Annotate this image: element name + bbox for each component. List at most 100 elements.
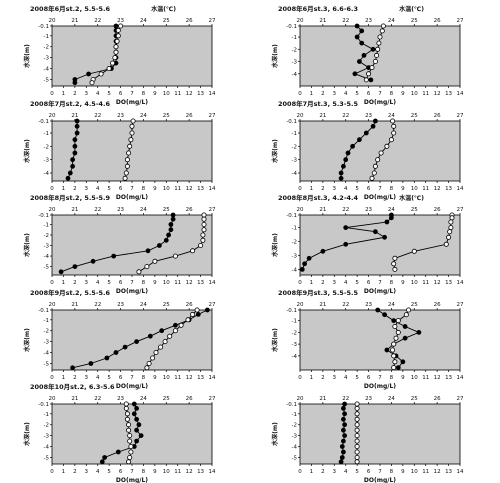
- top-tick-label: 25: [163, 302, 170, 308]
- top-tick-label: 21: [71, 18, 78, 24]
- data-point-filled: [340, 405, 346, 411]
- data-point-open: [443, 241, 449, 247]
- top-tick-label: 25: [163, 18, 170, 24]
- bottom-tick-label: 11: [174, 186, 181, 192]
- bottom-tick-label: 11: [422, 469, 429, 475]
- bottom-tick-label: 8: [390, 186, 394, 192]
- y-axis-title: 水深(m): [271, 233, 279, 257]
- top-tick-label: 27: [457, 18, 464, 24]
- bottom-tick-label: 1: [62, 280, 66, 286]
- y-tick-label: -2: [44, 423, 49, 429]
- y-tick-label: -3: [292, 434, 298, 440]
- y-tick-label: -1: [292, 319, 297, 325]
- y-tick-label: -3: [44, 340, 50, 346]
- bottom-tick-label: 9: [401, 186, 405, 192]
- data-point-open: [354, 433, 360, 439]
- data-point-open: [411, 248, 417, 254]
- data-point-open: [127, 433, 133, 439]
- data-point-filled: [74, 123, 80, 129]
- bottom-tick-label: 2: [73, 375, 77, 381]
- data-point-filled: [113, 350, 119, 355]
- bottom-tick-label: 10: [411, 91, 418, 97]
- y-tick-label: -0.1: [286, 213, 297, 219]
- data-point-open: [392, 359, 398, 365]
- data-point-filled: [340, 438, 346, 444]
- data-point-open: [200, 232, 206, 238]
- data-point-open: [198, 242, 204, 248]
- chart-panel: 2008年6月st.2, 5.5-5.6 水温(℃)20 21 22 23 24 25 26 2…: [23, 4, 216, 106]
- bottom-tick-label: 9: [401, 375, 405, 381]
- top-tick-label: 20: [49, 113, 56, 119]
- data-point-filled: [72, 264, 78, 269]
- data-point-filled: [204, 307, 210, 313]
- data-point-filled: [338, 170, 344, 176]
- y-tick-label: -0.1: [38, 402, 49, 408]
- bottom-tick-label: 4: [344, 186, 348, 192]
- data-point-open: [128, 443, 134, 449]
- data-point-filled: [400, 359, 406, 365]
- data-point-open: [354, 443, 360, 449]
- bottom-tick-label: 5: [107, 186, 111, 192]
- data-point-open: [172, 253, 178, 259]
- y-tick-label: -0.1: [38, 308, 49, 314]
- bottom-tick-label: 11: [422, 375, 429, 381]
- data-point-open: [153, 349, 159, 355]
- y-tick-label: -0.1: [286, 308, 297, 314]
- bottom-tick-label: 12: [186, 91, 193, 97]
- panel-title: 2008年9月st.3, 5.5-5.5: [278, 288, 359, 297]
- data-point-open: [391, 261, 397, 267]
- data-point-open: [128, 137, 134, 143]
- data-point-open: [178, 322, 184, 328]
- bottom-tick-label: 3: [85, 91, 89, 97]
- top-tick-label: 25: [163, 113, 170, 119]
- data-point-open: [354, 422, 360, 428]
- y-tick-label: -4: [292, 354, 298, 360]
- bottom-tick-label: 3: [333, 91, 337, 97]
- bottom-tick-label: 14: [457, 375, 464, 381]
- data-point-filled: [65, 175, 71, 181]
- bottom-tick-label: 1: [62, 186, 66, 192]
- bottom-tick-label: 2: [73, 186, 77, 192]
- bottom-tick-label: 11: [422, 91, 429, 97]
- top-tick-label: 20: [297, 18, 304, 24]
- data-point-open: [127, 438, 133, 444]
- bottom-tick-label: 0: [50, 469, 54, 475]
- y-tick-label: -5: [44, 361, 50, 367]
- data-point-open: [354, 427, 360, 433]
- bottom-tick-label: 7: [130, 186, 134, 192]
- data-point-open: [369, 65, 375, 71]
- bottom-tick-label: 9: [153, 186, 157, 192]
- chart-panel: 2008年8月st.3, 4.2-4.4 水温(℃)20 21 22 23 24 25 26 2…: [271, 193, 464, 295]
- bottom-tick-label: 13: [445, 91, 452, 97]
- bottom-tick-label: 5: [355, 280, 359, 286]
- data-point-open: [403, 312, 409, 318]
- panel-title: 2008年6月st.3, 6.6-6.3: [278, 4, 358, 13]
- y-tick-label: -2: [292, 144, 297, 150]
- bottom-tick-label: 1: [310, 91, 314, 97]
- series-line: [124, 120, 134, 179]
- bottom-axis-title: DO(mg/L): [364, 477, 396, 483]
- data-point-open: [128, 449, 134, 455]
- data-point-open: [162, 339, 168, 345]
- bottom-tick-label: 8: [142, 375, 146, 381]
- y-tick-label: -3: [292, 253, 298, 259]
- bottom-tick-label: 9: [401, 91, 405, 97]
- y-axis-title: 水深(m): [23, 233, 31, 257]
- data-point-open: [129, 123, 135, 129]
- data-point-open: [150, 355, 156, 361]
- data-point-open: [446, 234, 452, 240]
- data-point-filled: [359, 40, 365, 46]
- data-point-open: [201, 221, 207, 227]
- top-tick-label: 25: [163, 207, 170, 213]
- bottom-axis-title: DO(mg/L): [116, 383, 148, 390]
- data-point-open: [130, 118, 136, 124]
- data-point-filled: [136, 422, 142, 428]
- data-point-filled: [368, 77, 374, 83]
- bottom-tick-label: 2: [321, 186, 325, 192]
- bottom-tick-label: 9: [401, 280, 405, 286]
- panel-title: 2008年7月st.2, 4.5-4.6: [30, 99, 111, 108]
- bottom-tick-label: 2: [321, 469, 325, 475]
- data-point-filled: [384, 219, 390, 225]
- bottom-tick-label: 7: [378, 186, 382, 192]
- data-point-filled: [72, 143, 78, 149]
